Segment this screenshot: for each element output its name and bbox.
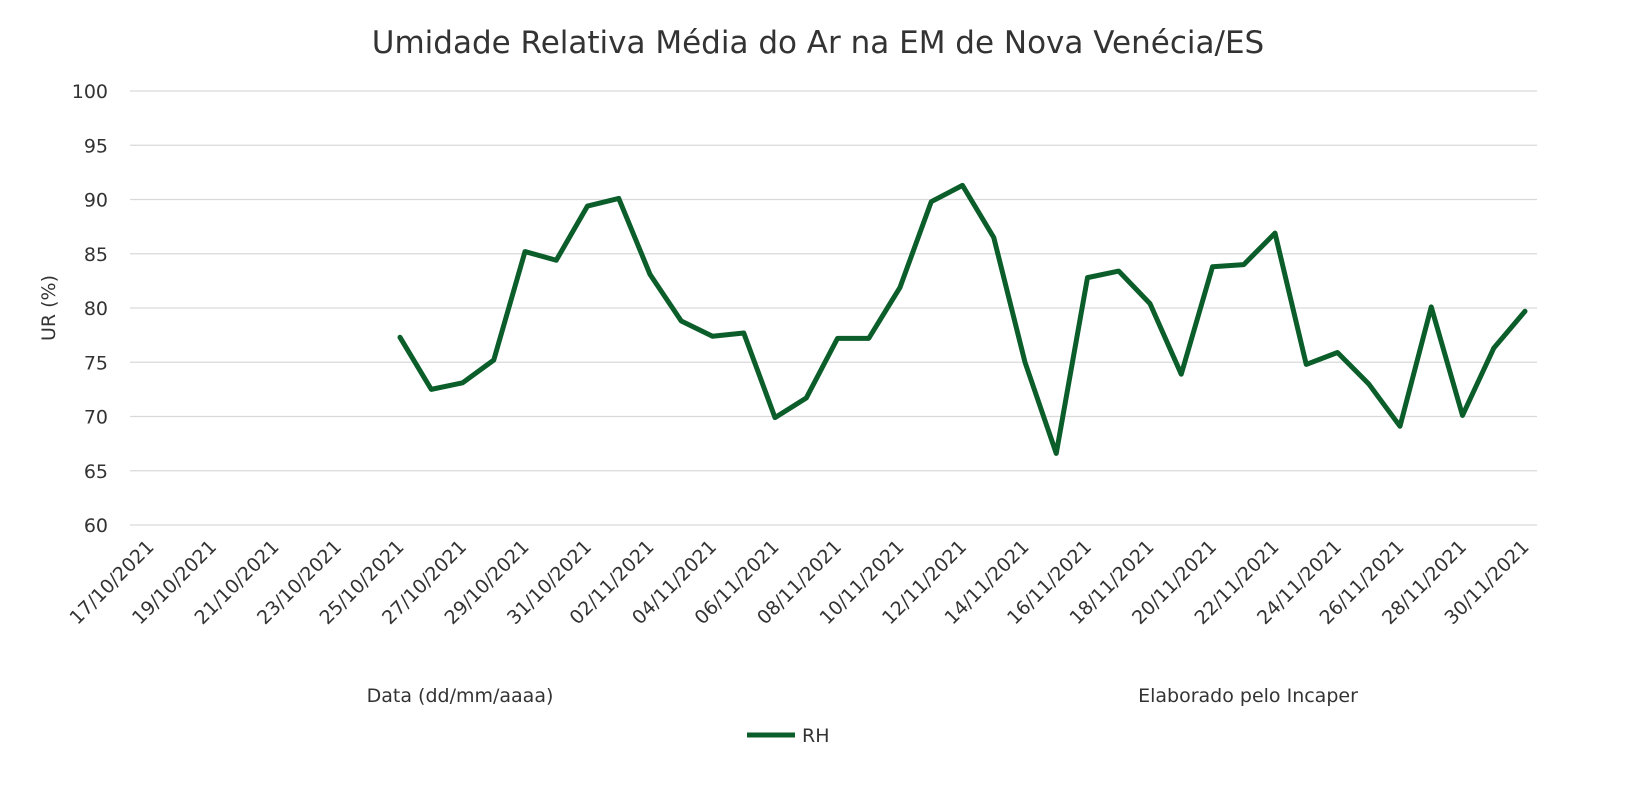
annotation: Elaborado pelo Incaper [1138,685,1358,707]
legend-label: RH [802,725,830,747]
y-tick-label: 100 [72,81,108,103]
y-axis-title: UR (%) [38,275,60,341]
y-tick-label: 85 [84,244,108,266]
y-tick-label: 75 [84,352,108,374]
data-line [397,182,1528,456]
annotation: Data (dd/mm/aaaa) [367,685,554,707]
y-tick-label: 90 [84,190,108,212]
y-tick-label: 70 [84,407,108,429]
chart-title: Umidade Relativa Média do Ar na EM de No… [372,25,1264,61]
y-tick-label: 95 [84,135,108,157]
y-tick-label: 65 [84,461,108,483]
y-tick-label: 60 [84,515,108,537]
y-tick-label: 80 [84,298,108,320]
